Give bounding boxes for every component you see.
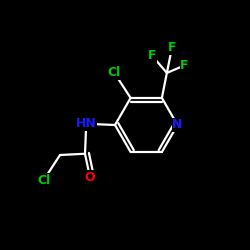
Text: O: O [85, 171, 95, 184]
Text: HN: HN [76, 117, 96, 130]
Text: F: F [180, 59, 189, 72]
Text: N: N [172, 118, 183, 132]
Text: Cl: Cl [108, 66, 121, 80]
Text: F: F [148, 49, 156, 62]
Text: F: F [168, 42, 176, 54]
Text: Cl: Cl [37, 174, 50, 186]
